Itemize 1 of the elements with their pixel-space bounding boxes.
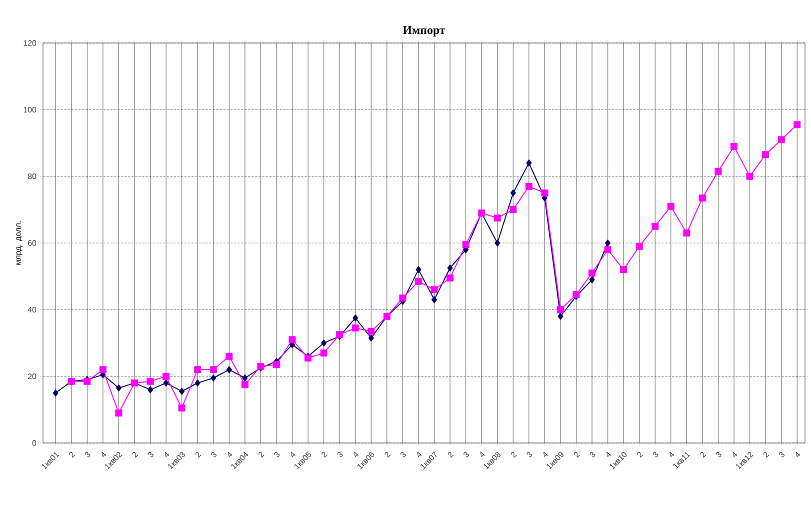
chart-title: Импорт — [402, 26, 446, 36]
